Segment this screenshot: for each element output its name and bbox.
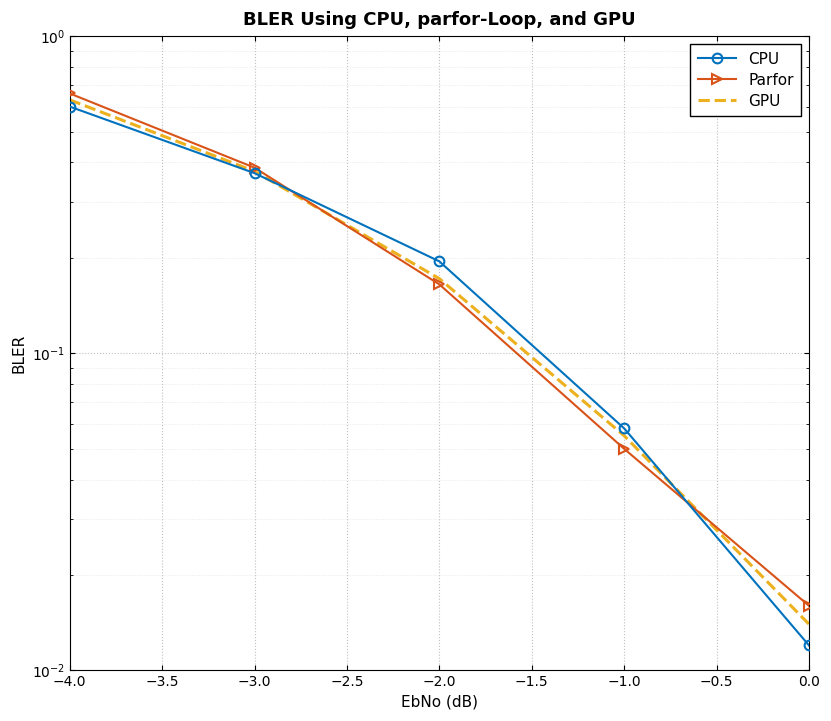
Title: BLER Using CPU, parfor-Loop, and GPU: BLER Using CPU, parfor-Loop, and GPU [243, 11, 636, 29]
Parfor [65, 89, 75, 98]
Line: CPU: CPU [65, 102, 814, 650]
Legend: CPU, Parfor, GPU: CPU, Parfor, GPU [690, 44, 801, 116]
CPU [619, 424, 629, 433]
GPU [435, 274, 445, 283]
Parfor [804, 601, 814, 610]
Parfor [619, 444, 629, 453]
Parfor [435, 280, 445, 288]
GPU [65, 95, 75, 104]
CPU [65, 102, 75, 111]
GPU [804, 620, 814, 629]
Line: Parfor: Parfor [65, 89, 814, 611]
CPU [249, 169, 259, 177]
X-axis label: EbNo (dB): EbNo (dB) [401, 695, 478, 710]
CPU [435, 257, 445, 266]
GPU [249, 167, 259, 176]
Line: GPU: GPU [70, 99, 809, 624]
Parfor [249, 164, 259, 172]
Y-axis label: BLER: BLER [11, 334, 26, 373]
GPU [619, 431, 629, 440]
CPU [804, 641, 814, 650]
